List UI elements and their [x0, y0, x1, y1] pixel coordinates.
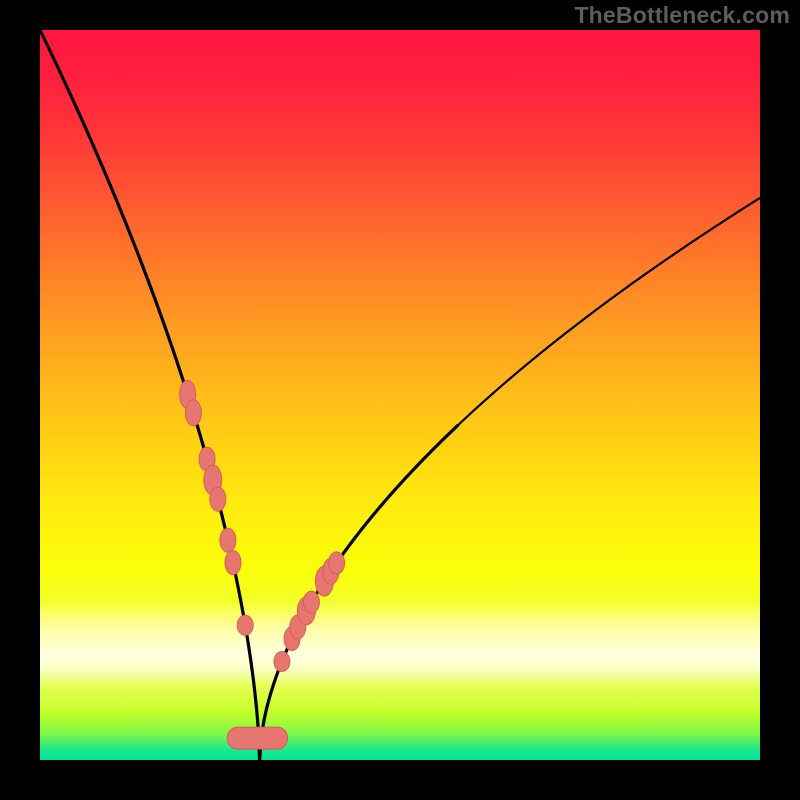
chart-root: TheBottleneck.com: [0, 0, 800, 800]
marker-bottom-lozenge: [227, 727, 287, 749]
marker-right-3: [303, 591, 319, 613]
watermark-text: TheBottleneck.com: [574, 2, 790, 29]
marker-bottom-extra-1: [274, 651, 290, 671]
marker-left-6: [225, 551, 241, 575]
marker-left-4: [210, 487, 226, 511]
marker-left-5: [220, 528, 236, 552]
marker-left-1: [185, 400, 201, 426]
marker-bottom-extra-0: [237, 615, 253, 635]
marker-right-6: [329, 552, 345, 574]
plot-background: [40, 30, 760, 760]
chart-svg: [0, 0, 800, 800]
